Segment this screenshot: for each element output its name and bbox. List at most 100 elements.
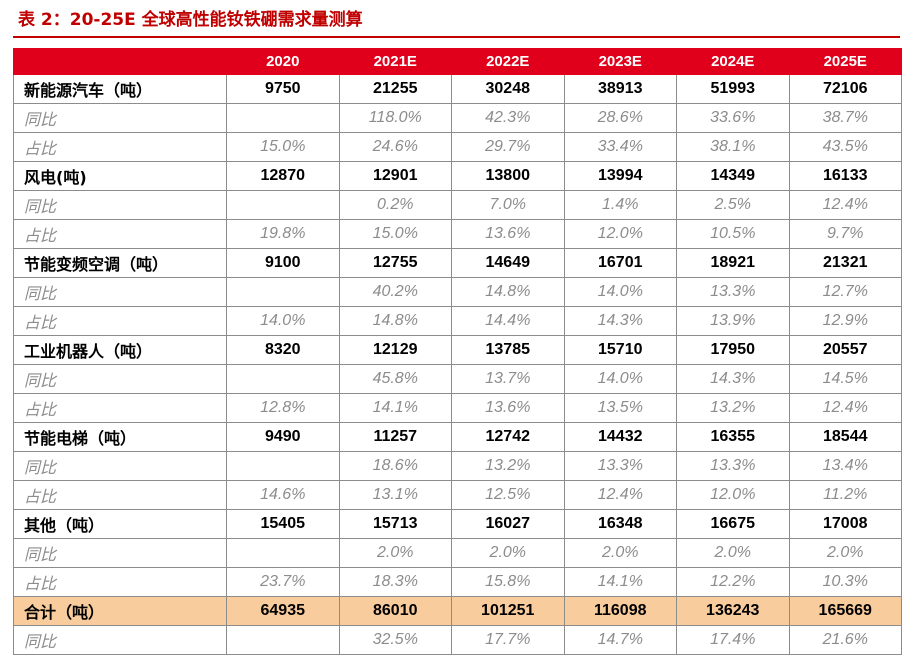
cell-value: 86010 bbox=[338, 596, 452, 626]
row-label: 同比 bbox=[13, 277, 227, 307]
cell-value: 28.6% bbox=[563, 103, 677, 133]
cell-value: 12742 bbox=[451, 422, 565, 452]
table-subrow: 同比 2.0% 2.0% 2.0% 2.0% 2.0% bbox=[13, 538, 902, 568]
cell-value bbox=[226, 538, 340, 568]
row-label: 占比 bbox=[13, 306, 227, 336]
cell-value: 21321 bbox=[788, 248, 902, 278]
table-subrow: 同比 45.8% 13.7% 14.0% 14.3% 14.5% bbox=[13, 364, 902, 394]
cell-value: 13.3% bbox=[676, 277, 790, 307]
row-label: 节能电梯（吨） bbox=[13, 422, 227, 452]
cell-value: 29.7% bbox=[451, 132, 565, 162]
row-label: 工业机器人（吨） bbox=[13, 335, 227, 365]
cell-value: 17950 bbox=[676, 335, 790, 365]
row-label: 风电(吨) bbox=[13, 161, 227, 191]
cell-value: 15.8% bbox=[451, 567, 565, 597]
cell-value: 17008 bbox=[788, 509, 902, 539]
cell-value: 13.3% bbox=[676, 451, 790, 481]
cell-value: 12755 bbox=[338, 248, 452, 278]
cell-value: 17.4% bbox=[676, 625, 790, 655]
cell-value: 9750 bbox=[226, 74, 340, 104]
cell-value: 20557 bbox=[788, 335, 902, 365]
cell-value: 18.6% bbox=[338, 451, 452, 481]
cell-value: 14649 bbox=[451, 248, 565, 278]
cell-value: 40.2% bbox=[338, 277, 452, 307]
cell-value: 14.3% bbox=[676, 364, 790, 394]
total-row: 合计（吨） 64935 86010 101251 116098 136243 165669 bbox=[13, 596, 902, 626]
cell-value: 33.4% bbox=[563, 132, 677, 162]
cell-value: 16348 bbox=[563, 509, 677, 539]
table-row: 新能源汽车（吨） 9750 21255 30248 38913 51993 72106 bbox=[13, 74, 902, 104]
cell-value: 13800 bbox=[451, 161, 565, 191]
cell-value: 21255 bbox=[338, 74, 452, 104]
cell-value: 13785 bbox=[451, 335, 565, 365]
table-row: 节能电梯（吨） 9490 11257 12742 14432 16355 18544 bbox=[13, 422, 902, 452]
cell-value bbox=[226, 190, 340, 220]
cell-value: 14.0% bbox=[563, 277, 677, 307]
row-label: 节能变频空调（吨） bbox=[13, 248, 227, 278]
cell-value: 13.6% bbox=[451, 219, 565, 249]
cell-value: 2.0% bbox=[451, 538, 565, 568]
row-label: 同比 bbox=[13, 190, 227, 220]
row-label: 占比 bbox=[13, 132, 227, 162]
table-row: 其他（吨） 15405 15713 16027 16348 16675 17008 bbox=[13, 509, 902, 539]
cell-value: 12.0% bbox=[676, 480, 790, 510]
cell-value: 11.2% bbox=[788, 480, 902, 510]
cell-value: 15713 bbox=[338, 509, 452, 539]
cell-value: 12.9% bbox=[788, 306, 902, 336]
cell-value: 14349 bbox=[676, 161, 790, 191]
cell-value: 12.7% bbox=[788, 277, 902, 307]
cell-value: 116098 bbox=[563, 596, 677, 626]
cell-value: 24.6% bbox=[338, 132, 452, 162]
cell-value: 12.4% bbox=[788, 393, 902, 423]
row-label: 同比 bbox=[13, 103, 227, 133]
cell-value: 12.2% bbox=[676, 567, 790, 597]
cell-value bbox=[226, 451, 340, 481]
cell-value bbox=[226, 625, 340, 655]
cell-value: 19.8% bbox=[226, 219, 340, 249]
cell-value: 13.4% bbox=[788, 451, 902, 481]
cell-value: 10.5% bbox=[676, 219, 790, 249]
cell-value: 11257 bbox=[338, 422, 452, 452]
cell-value: 14.0% bbox=[226, 306, 340, 336]
table-subrow: 占比 23.7% 18.3% 15.8% 14.1% 12.2% 10.3% bbox=[13, 567, 902, 597]
cell-value: 14.0% bbox=[563, 364, 677, 394]
table-title: 表 2：20-25E 全球高性能钕铁硼需求量测算 bbox=[18, 10, 363, 30]
cell-value: 12.4% bbox=[788, 190, 902, 220]
cell-value: 16355 bbox=[676, 422, 790, 452]
cell-value: 12.0% bbox=[563, 219, 677, 249]
table-subrow: 占比 14.6% 13.1% 12.5% 12.4% 12.0% 11.2% bbox=[13, 480, 902, 510]
table-subrow: 同比 118.0% 42.3% 28.6% 33.6% 38.7% bbox=[13, 103, 902, 133]
cell-value: 2.5% bbox=[676, 190, 790, 220]
row-label: 占比 bbox=[13, 393, 227, 423]
cell-value: 0.2% bbox=[338, 190, 452, 220]
cell-value: 14.3% bbox=[563, 306, 677, 336]
cell-value: 15.0% bbox=[338, 219, 452, 249]
cell-value: 12.4% bbox=[563, 480, 677, 510]
table-subrow: 占比 15.0% 24.6% 29.7% 33.4% 38.1% 43.5% bbox=[13, 132, 902, 162]
table-subrow: 占比 14.0% 14.8% 14.4% 14.3% 13.9% 12.9% bbox=[13, 306, 902, 336]
cell-value: 13.3% bbox=[563, 451, 677, 481]
row-label: 其他（吨） bbox=[13, 509, 227, 539]
cell-value: 13.2% bbox=[451, 451, 565, 481]
table-subrow: 同比 40.2% 14.8% 14.0% 13.3% 12.7% bbox=[13, 277, 902, 307]
cell-value: 38913 bbox=[563, 74, 677, 104]
cell-value: 13.5% bbox=[563, 393, 677, 423]
cell-value: 18921 bbox=[676, 248, 790, 278]
cell-value: 13.1% bbox=[338, 480, 452, 510]
row-label: 新能源汽车（吨） bbox=[13, 74, 227, 104]
cell-value: 12901 bbox=[338, 161, 452, 191]
cell-value: 72106 bbox=[788, 74, 902, 104]
cell-value bbox=[226, 364, 340, 394]
cell-value: 14.8% bbox=[451, 277, 565, 307]
header-year: 2020 bbox=[226, 48, 340, 75]
cell-value: 14.1% bbox=[338, 393, 452, 423]
cell-value: 10.3% bbox=[788, 567, 902, 597]
row-label: 同比 bbox=[13, 625, 227, 655]
cell-value: 7.0% bbox=[451, 190, 565, 220]
cell-value: 15.0% bbox=[226, 132, 340, 162]
cell-value: 32.5% bbox=[338, 625, 452, 655]
cell-value: 2.0% bbox=[563, 538, 677, 568]
cell-value bbox=[226, 277, 340, 307]
cell-value: 51993 bbox=[676, 74, 790, 104]
header-year: 2022E bbox=[451, 48, 565, 75]
